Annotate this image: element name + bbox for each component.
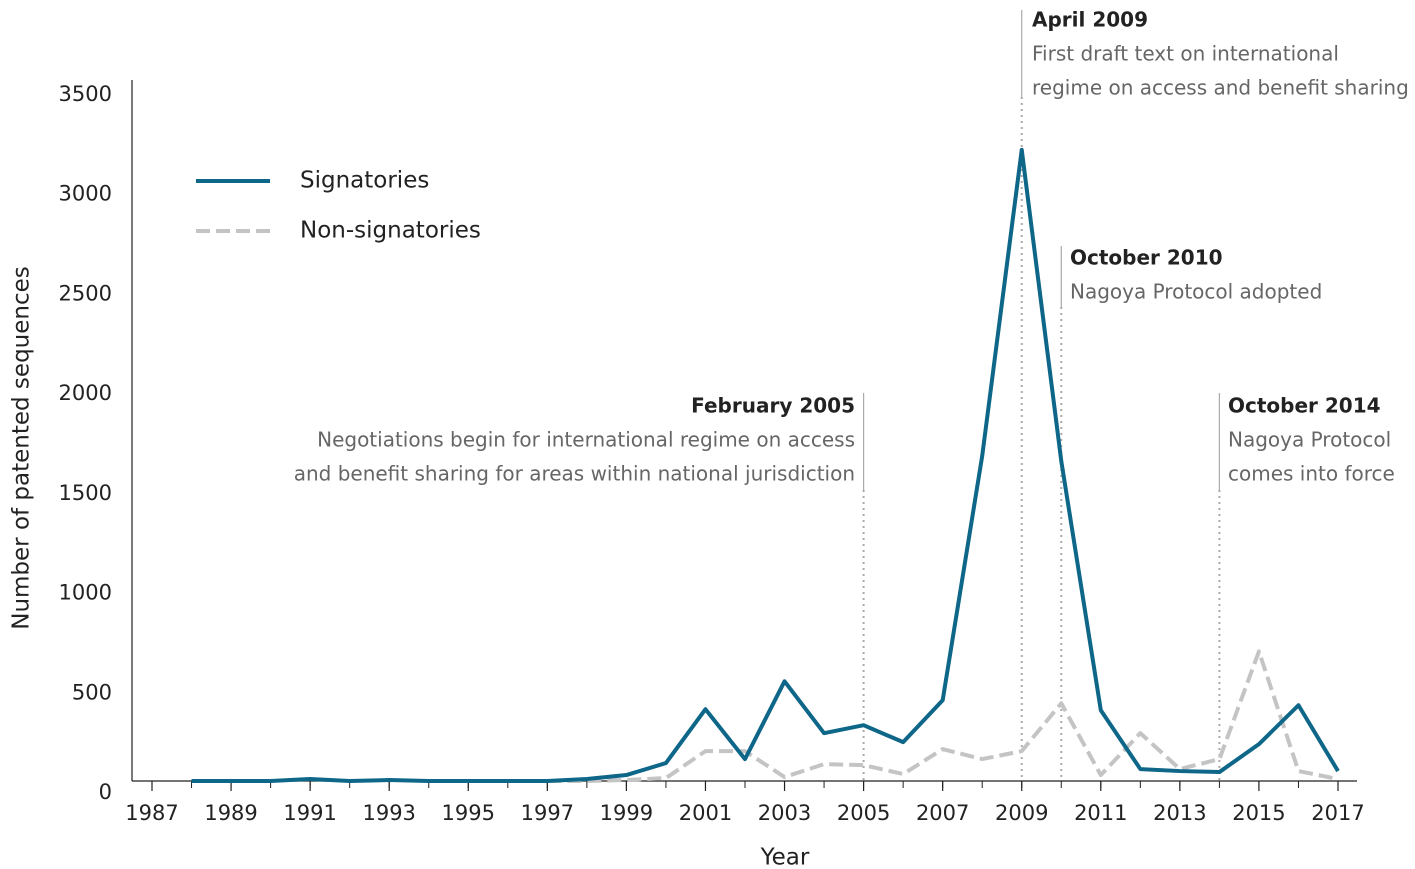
y-tick-label: 0: [99, 780, 112, 804]
x-tick-label: 1991: [283, 801, 336, 825]
legend-label: Signatories: [300, 168, 429, 194]
y-tick-label: 500: [72, 680, 112, 704]
annotation-text: and benefit sharing for areas within nat…: [294, 462, 855, 486]
annotation-date: April 2009: [1032, 8, 1148, 32]
y-tick-label: 1500: [59, 481, 112, 505]
y-tick-label: 2000: [59, 381, 112, 405]
x-tick-label: 2005: [837, 801, 890, 825]
x-tick-label: 2001: [679, 801, 732, 825]
x-tick-label: 1993: [362, 801, 415, 825]
y-tick-label: 3500: [59, 82, 112, 106]
x-tick-label: 2015: [1232, 801, 1285, 825]
series-line: [547, 649, 1339, 784]
x-tick-label: 1997: [521, 801, 574, 825]
annotation-text: First draft text on international: [1032, 42, 1339, 66]
y-tick-label: 2500: [59, 281, 112, 305]
x-tick-label: 2009: [995, 801, 1048, 825]
annotation-date: October 2010: [1070, 246, 1223, 270]
y-tick-label: 3000: [59, 182, 112, 206]
annotation-date: February 2005: [691, 394, 855, 418]
x-tick-label: 2013: [1153, 801, 1206, 825]
annotation-date: October 2014: [1228, 394, 1381, 418]
annotation-text: Nagoya Protocol: [1228, 428, 1391, 452]
x-axis-label: Year: [760, 845, 810, 869]
x-tick-label: 2017: [1311, 801, 1364, 825]
series-line: [191, 147, 1340, 784]
annotation-text: Negotiations begin for international reg…: [317, 428, 855, 452]
x-tick-label: 1987: [125, 801, 178, 825]
y-tick-label: 1000: [59, 581, 112, 605]
annotation-text: Nagoya Protocol adopted: [1070, 280, 1322, 304]
legend-label: Non-signatories: [300, 218, 481, 244]
annotation-text: comes into force: [1228, 462, 1395, 486]
x-tick-label: 2003: [758, 801, 811, 825]
x-tick-label: 1989: [204, 801, 257, 825]
x-tick-label: 2007: [916, 801, 969, 825]
x-tick-label: 1995: [442, 801, 495, 825]
x-tick-label: 1999: [600, 801, 653, 825]
y-axis-label: Number of patented sequences: [9, 266, 35, 630]
annotation-text: regime on access and benefit sharing: [1032, 76, 1409, 100]
x-tick-label: 2011: [1074, 801, 1127, 825]
